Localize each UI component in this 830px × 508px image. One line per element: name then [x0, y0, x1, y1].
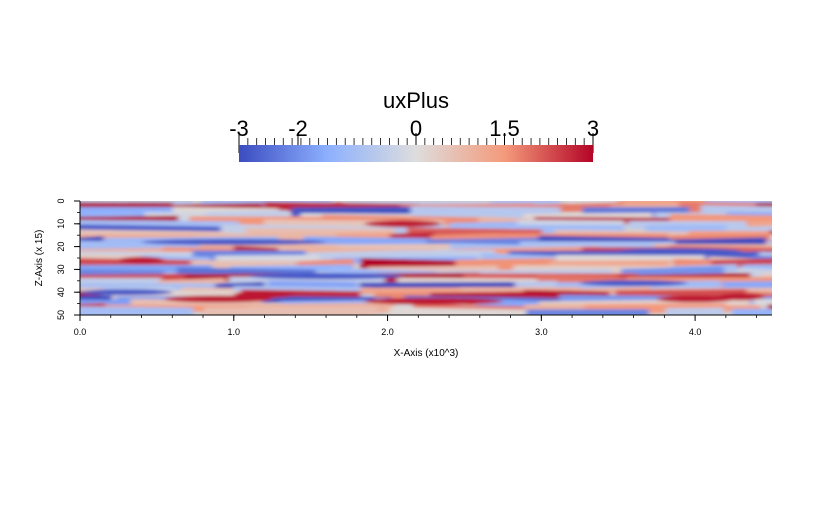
- heatmap-blob: [80, 289, 173, 296]
- colorbar: uxPlus -3 -2 0 1.5 3: [229, 88, 599, 162]
- colorbar-tick-label: -3: [229, 116, 249, 141]
- heatmap-plot-area: [80, 201, 830, 315]
- colorbar-title: uxPlus: [383, 88, 449, 113]
- z-axis-tick-label: 50: [56, 310, 66, 320]
- heatmap-blob: [364, 297, 503, 305]
- heatmap-blob: [141, 239, 327, 246]
- x-axis-tick-label: 4.0: [689, 327, 702, 337]
- z-axis-tick-label: 30: [56, 264, 66, 274]
- heatmap-streak: [777, 261, 830, 269]
- heatmap-streak: [780, 223, 830, 236]
- heatmap-streak: [526, 308, 649, 315]
- heatmap-streak: [203, 306, 377, 315]
- x-axis-tick-label: 2.0: [381, 327, 394, 337]
- heatmap-streak: [785, 292, 830, 299]
- x-axis-label: X-Axis (x10^3): [394, 348, 459, 359]
- heatmap-blob: [579, 280, 688, 287]
- x-axis-ticks: 0.0 1.0 2.0 3.0 4.0: [74, 315, 758, 337]
- z-axis-tick-label: 20: [56, 242, 66, 252]
- z-axis-tick-label: 0: [56, 198, 66, 203]
- colorbar-tick-label: 1.5: [489, 116, 520, 141]
- colorbar-tick-label: 3: [587, 116, 599, 141]
- colorbar-tick-label: -2: [288, 116, 308, 141]
- heatmap-blob: [656, 295, 734, 303]
- heatmap-blob: [364, 220, 442, 228]
- x-axis-tick-label: 0.0: [74, 327, 87, 337]
- heatmap-blob: [249, 273, 403, 280]
- x-axis: 0.0 1.0 2.0 3.0 4.0 X-Axis (x10^3): [74, 314, 772, 359]
- heatmap-streak: [665, 307, 724, 315]
- x-axis-tick-label: 1.0: [228, 327, 241, 337]
- heatmap-blob: [718, 293, 765, 301]
- heatmap-streak: [769, 239, 772, 248]
- heatmap-streak: [781, 269, 830, 277]
- heatmap-streak: [767, 304, 772, 311]
- colorbar-ticks: -3 -2 0 1.5 3: [229, 116, 599, 153]
- z-axis-tick-label: 10: [56, 219, 66, 229]
- heatmap-blob: [118, 256, 165, 264]
- heatmap-streak: [769, 230, 772, 236]
- colorbar-tick-label: 0: [410, 116, 422, 141]
- z-axis-tick-label: 40: [56, 287, 66, 297]
- heatmap-streak: [80, 306, 194, 315]
- heatmap-streak: [731, 308, 772, 315]
- z-axis-label: Z-Axis (x 15): [34, 230, 45, 287]
- heatmap-blob: [233, 290, 296, 298]
- heatmap-streak: [389, 307, 537, 315]
- heatmap-streak: [770, 234, 772, 244]
- colorbar-gradient: [239, 145, 593, 162]
- heatmap-blob: [164, 295, 273, 303]
- heatmap-streak: [775, 241, 830, 252]
- heatmap-blob: [618, 248, 742, 255]
- z-axis-ticks: 0 10 20 30 40 50: [56, 198, 80, 320]
- x-axis-tick-label: 3.0: [535, 327, 548, 337]
- heatmap-field: [80, 201, 830, 315]
- z-axis: 0 10 20 30 40 50 Z-Axis (x 15): [34, 198, 81, 320]
- heatmap-streak: [752, 298, 772, 310]
